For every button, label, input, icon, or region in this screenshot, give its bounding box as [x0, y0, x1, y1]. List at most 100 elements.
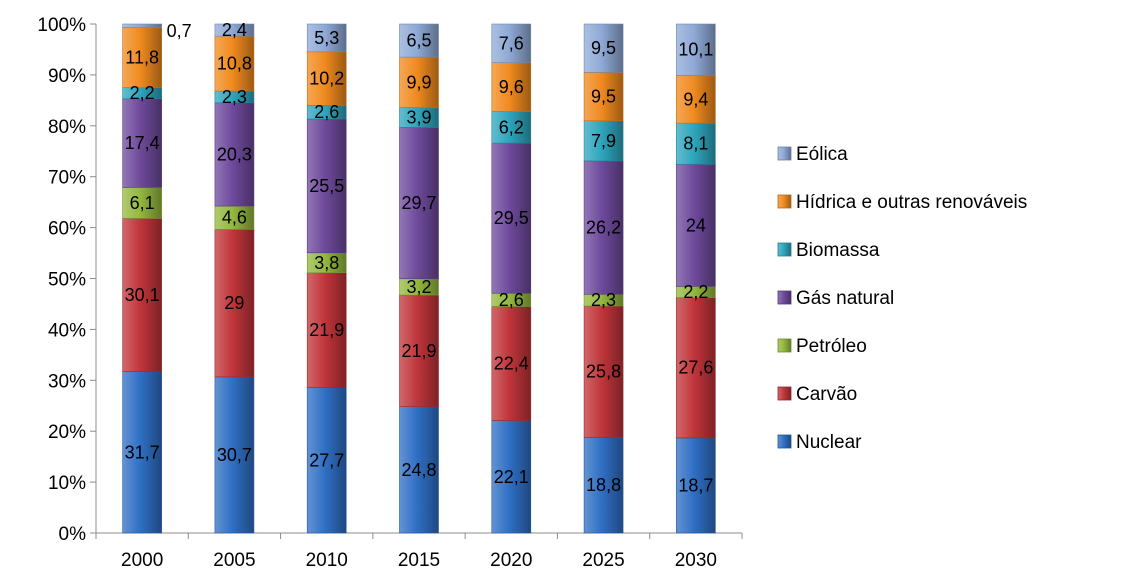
legend-label-biomassa: Biomassa — [796, 240, 880, 261]
legend-label-nuclear: Nuclear — [796, 432, 862, 453]
data-label-biomassa-2010: 2,6 — [314, 102, 339, 122]
data-label-petroleo-2015: 3,2 — [406, 277, 431, 297]
legend-swatch-petroleo — [777, 338, 792, 353]
bar-segment-gas-natural-2005 — [214, 102, 255, 207]
legend-label-carvao: Carvão — [796, 384, 857, 405]
bar-segment-nuclear-2025 — [583, 437, 624, 534]
data-label-carvao-2030: 27,6 — [678, 358, 713, 378]
data-label-petroleo-2010: 3,8 — [314, 253, 339, 273]
bar-segment-hidrica-e-outras-renovaveis-2030 — [676, 75, 716, 124]
bar-segment-gas-natural-2020 — [491, 142, 532, 294]
bar-segment-eolica-2005 — [214, 23, 255, 37]
bar-segment-hidrica-e-outras-renovaveis-2000 — [122, 27, 162, 88]
data-label-gas-natural-2020: 29,5 — [494, 208, 529, 228]
data-label-hidrica-e-outras-renovaveis-2015: 9,9 — [406, 72, 431, 92]
data-label-carvao-2020: 22,4 — [494, 354, 529, 374]
data-label-biomassa-2030: 8,1 — [683, 134, 708, 154]
legend-swatch-carvao — [777, 386, 792, 401]
bar-segment-hidrica-e-outras-renovaveis-2005 — [214, 35, 255, 92]
data-label-gas-natural-2000: 17,4 — [125, 133, 160, 153]
x-tick-label: 2020 — [490, 550, 532, 571]
bar-segment-nuclear-2005 — [214, 376, 255, 534]
chart-legend: Eólica Hídrica e outras renováveis Biomass… — [777, 144, 1027, 453]
data-label-nuclear-2000: 31,7 — [125, 442, 160, 462]
x-tick-label: 2005 — [213, 550, 255, 571]
data-label-nuclear-2010: 27,7 — [309, 450, 344, 470]
bar-segment-carvao-2025 — [583, 305, 624, 438]
legend-label-petroleo: Petróleo — [796, 336, 867, 357]
bar-segment-eolica-2030 — [676, 23, 716, 76]
data-label-nuclear-2025: 18,8 — [586, 475, 621, 495]
data-label-eolica-2020: 7,6 — [499, 33, 524, 53]
data-label-hidrica-e-outras-renovaveis-2000: 11,8 — [125, 48, 159, 68]
chart-axes: 0% 10% 20% 30% 40% 50% 60% 70% 80% 90% 100% 2000 200… — [37, 15, 743, 571]
data-label-hidrica-e-outras-renovaveis-2020: 9,6 — [499, 77, 524, 97]
legend-swatch-nuclear — [777, 434, 792, 449]
legend-swatch-eolica — [777, 146, 792, 161]
bar-segment-petroleo-2000 — [122, 187, 162, 219]
data-label-gas-natural-2025: 26,2 — [586, 218, 621, 238]
y-tick-label: 10% — [48, 473, 86, 494]
bar-segment-gas-natural-2000 — [122, 98, 162, 188]
bar-segment-hidrica-e-outras-renovaveis-2010 — [306, 51, 347, 106]
data-label-hidrica-e-outras-renovaveis-2005: 10,8 — [217, 54, 252, 74]
data-label-eolica-2010: 5,3 — [314, 28, 339, 48]
y-tick-label: 40% — [48, 320, 86, 341]
y-tick-label: 0% — [59, 524, 87, 545]
bar-segment-biomassa-2020 — [491, 111, 532, 144]
data-label-petroleo-2030: 2,2 — [683, 282, 708, 302]
y-tick-label: 80% — [48, 117, 86, 138]
data-label-hidrica-e-outras-renovaveis-2025: 9,5 — [591, 87, 616, 107]
data-label-petroleo-2025: 2,3 — [591, 290, 616, 310]
data-label-nuclear-2030: 18,7 — [678, 475, 713, 495]
bar-segment-eolica-2000 — [122, 23, 162, 28]
data-label-eolica-2005: 2,4 — [222, 20, 247, 40]
data-label-eolica-2030: 10,1 — [678, 40, 713, 60]
data-label-biomassa-2000: 2,2 — [130, 83, 155, 103]
data-label-hidrica-e-outras-renovaveis-2030: 9,4 — [683, 89, 708, 109]
x-tick-label: 2030 — [675, 550, 717, 571]
legend-swatch-gas-natural — [777, 290, 792, 305]
data-label-biomassa-2005: 2,3 — [222, 87, 247, 107]
legend-label-eolica: Eólica — [796, 144, 848, 165]
data-label-hidrica-e-outras-renovaveis-2010: 10,2 — [309, 69, 344, 89]
x-tick-label: 2015 — [398, 550, 440, 571]
bar-segment-carvao-2015 — [399, 294, 439, 407]
x-tick-label: 2010 — [306, 550, 348, 571]
data-label-biomassa-2020: 6,2 — [499, 117, 524, 137]
bar-segment-carvao-2005 — [214, 229, 255, 378]
data-label-carvao-2025: 25,8 — [586, 362, 621, 382]
bar-segment-biomassa-2025 — [583, 120, 624, 162]
data-label-biomassa-2025: 7,9 — [591, 131, 616, 151]
bar-segment-gas-natural-2015 — [399, 127, 439, 280]
bar-segment-hidrica-e-outras-renovaveis-2015 — [399, 56, 439, 108]
y-tick-label: 60% — [48, 219, 86, 240]
bar-segment-hidrica-e-outras-renovaveis-2020 — [491, 62, 532, 112]
y-tick-label: 30% — [48, 371, 86, 392]
bar-segment-eolica-2025 — [583, 23, 624, 73]
data-label-eolica-2015: 6,5 — [406, 31, 431, 51]
bar-segment-nuclear-2020 — [491, 420, 532, 534]
data-label-gas-natural-2030: 24 — [686, 215, 706, 235]
bar-segment-gas-natural-2010 — [306, 118, 347, 254]
bar-segment-hidrica-e-outras-renovaveis-2025 — [583, 72, 624, 122]
data-label-nuclear-2020: 22,1 — [494, 467, 529, 487]
data-label-gas-natural-2010: 25,5 — [309, 176, 344, 196]
data-label-gas-natural-2005: 20,3 — [217, 144, 252, 164]
y-tick-label: 70% — [48, 168, 86, 189]
data-label-biomassa-2015: 3,9 — [406, 107, 431, 127]
bar-segment-eolica-2010 — [306, 23, 347, 53]
bar-segment-biomassa-2030 — [676, 122, 716, 165]
data-label-eolica-2000: 0,7 — [167, 21, 192, 41]
data-label-nuclear-2005: 30,7 — [217, 445, 252, 465]
data-label-eolica-2025: 9,5 — [591, 38, 616, 58]
legend-label-gas-natural: Gás natural — [796, 288, 894, 309]
bar-segment-eolica-2015 — [399, 23, 439, 58]
data-label-carvao-2000: 30,1 — [125, 285, 160, 305]
bar-segment-carvao-2010 — [306, 272, 347, 388]
bar-segment-carvao-2000 — [122, 218, 162, 372]
y-tick-label: 50% — [48, 270, 86, 291]
x-tick-label: 2025 — [582, 550, 624, 571]
bar-segment-nuclear-2010 — [306, 387, 347, 534]
